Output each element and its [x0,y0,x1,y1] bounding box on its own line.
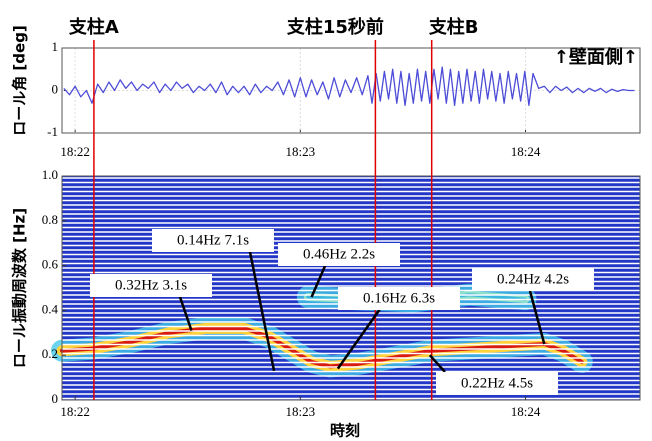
annotation-label: 0.14Hz 7.1s [177,232,249,248]
annotation: ↑壁面側↑ [554,46,638,68]
y-tick-label: 1 [52,39,59,54]
annotation-label: 0.22Hz 4.5s [461,375,533,391]
y-tick-label: 0.8 [42,212,58,227]
y-tick-label: -1 [47,124,58,139]
annotation-label: 0.32Hz 3.1s [115,277,187,293]
annotation-label: 0.24Hz 4.2s [497,271,569,287]
x-tick-label: 18:23 [286,144,316,159]
annotation-label: 0.46Hz 2.2s [303,246,375,262]
x-tick-label: 18:22 [60,404,90,419]
x-axis-label: 時刻 [330,422,360,440]
x-tick-label: 18:23 [286,404,316,419]
event-label: 支柱A [68,16,119,38]
figure: -1 0 1 18:22 18:23 18:24 ロール角 [deg] ↑壁面側↑ 支柱A 支柱1… [0,0,652,441]
x-tick-label: 18:24 [511,144,541,159]
y-tick-label: 0.6 [42,257,59,272]
y-tick-label: 1.0 [42,167,58,182]
y-axis-label: ロール振動周波数 [Hz] [11,208,29,368]
event-label: 支柱B [428,16,479,38]
x-tick-label: 18:22 [60,144,90,159]
y-tick-label: 0.2 [42,346,58,361]
annotation-label: 0.16Hz 6.3s [363,290,435,306]
event-label: 支柱15秒前 [286,16,384,38]
y-axis-label: ロール角 [deg] [11,25,29,136]
y-tick-label: 0 [52,81,59,96]
x-tick-label: 18:24 [511,404,541,419]
y-tick-label: 0 [52,391,59,406]
y-tick-label: 0.4 [42,301,59,316]
